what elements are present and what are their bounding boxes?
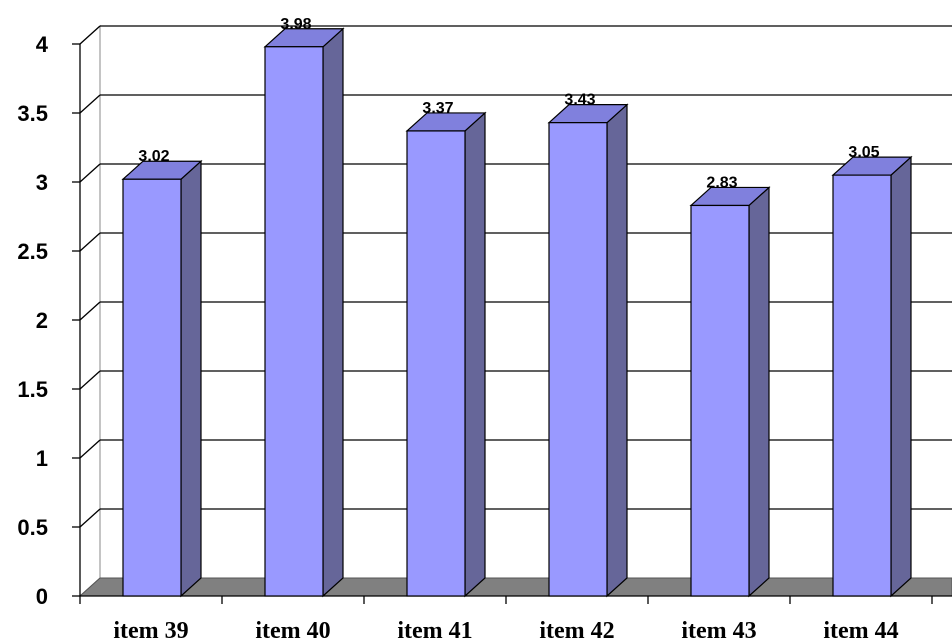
y-axis: 0 0.5 1 1.5 2 2.5 3 3.5 4	[17, 32, 80, 609]
gridlines	[80, 26, 952, 527]
x-tick-label: item 41	[397, 618, 472, 644]
bar-front	[407, 131, 465, 596]
chart-floor	[80, 578, 952, 596]
bar	[691, 187, 769, 596]
y-tick-label: 3.5	[17, 101, 48, 126]
bar-side	[749, 187, 769, 596]
bar-front	[833, 175, 891, 596]
x-tick-label: item 39	[113, 618, 188, 644]
y-tick-label: 3	[36, 170, 48, 195]
data-label: 2.83	[706, 174, 737, 191]
y-tick-label: 2.5	[17, 239, 48, 264]
x-tick-label: item 43	[681, 618, 756, 644]
data-label: 3.02	[138, 148, 169, 165]
bar	[123, 161, 201, 596]
y-tick-label: 0	[36, 584, 48, 609]
bar-side	[323, 29, 343, 596]
x-tick-label: item 42	[539, 618, 614, 644]
bar-side	[181, 161, 201, 596]
x-tick-label: item 40	[255, 618, 330, 644]
floor-plane	[80, 578, 952, 596]
y-tick-label: 2	[36, 308, 48, 333]
data-label: 3.37	[422, 100, 453, 117]
x-axis: item 39 item 40 item 41 item 42 item 43 item …	[80, 596, 952, 644]
y-tick-label: 4	[36, 32, 49, 57]
bar-side	[607, 105, 627, 596]
bar	[833, 157, 911, 596]
data-label: 3.43	[564, 92, 595, 109]
data-label: 3.05	[848, 144, 879, 161]
bar	[549, 105, 627, 596]
bar-front	[691, 205, 749, 596]
y-tick-label: 1	[36, 446, 48, 471]
x-tick-label: item 44	[823, 618, 898, 644]
y-tick-label: 0.5	[17, 515, 48, 540]
data-label: 3.98	[280, 16, 311, 33]
bars	[123, 29, 911, 596]
bar	[407, 113, 485, 596]
bar-side	[891, 157, 911, 596]
bar-front	[265, 47, 323, 596]
bar-front	[549, 123, 607, 596]
bar-side	[465, 113, 485, 596]
y-tick-label: 1.5	[17, 377, 48, 402]
data-labels: 3.02 3.98 3.37 3.43 2.83 3.05	[138, 16, 879, 192]
bar-front	[123, 179, 181, 596]
bar	[265, 29, 343, 596]
